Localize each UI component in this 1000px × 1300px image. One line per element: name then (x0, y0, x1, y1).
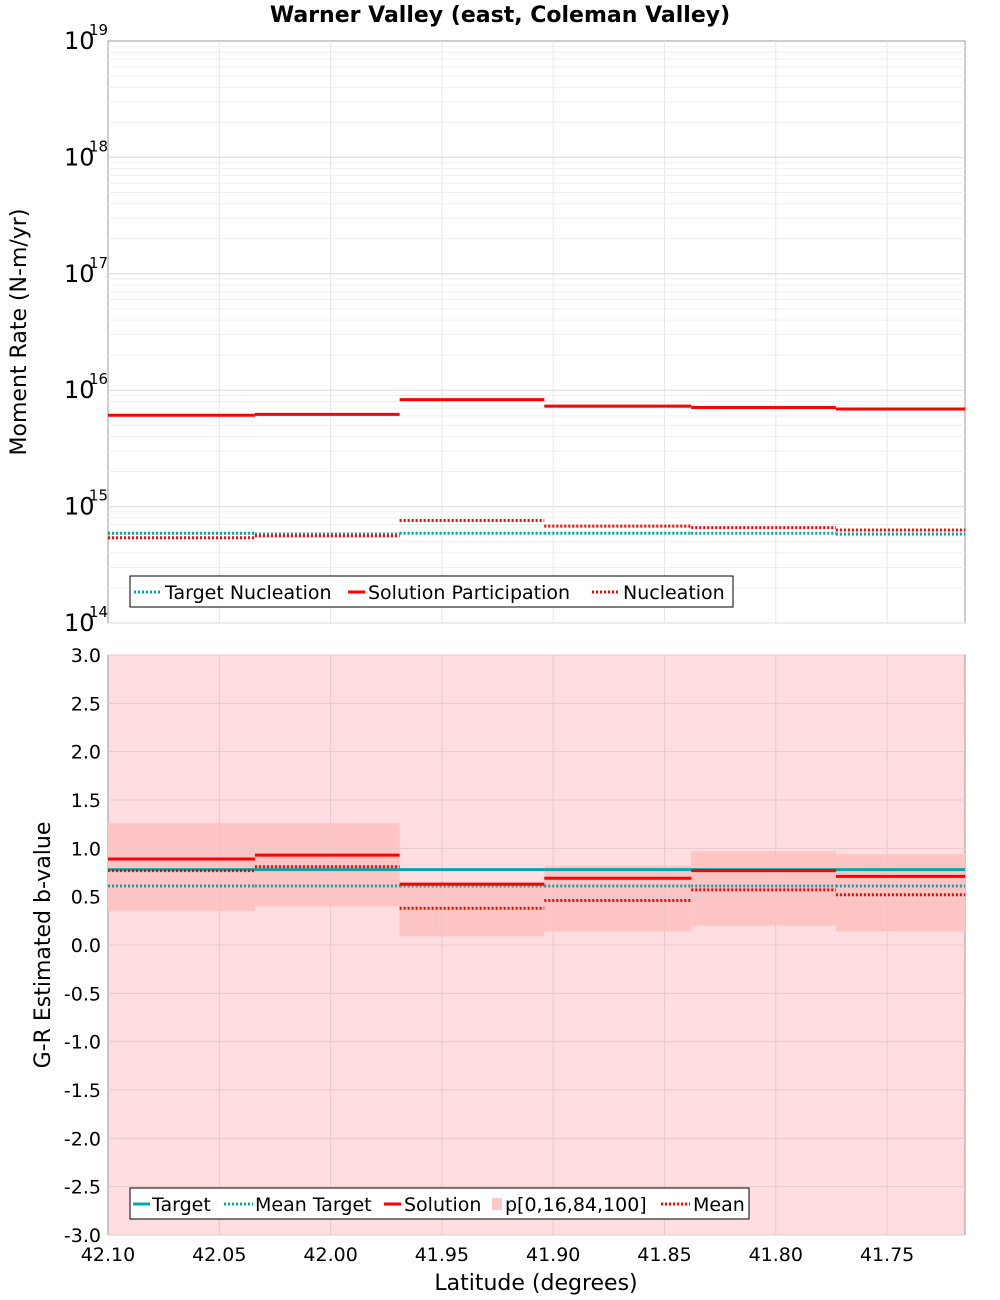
bottom-series (108, 853, 965, 910)
percentile-16-84-band (544, 865, 692, 932)
x-tick-labels: 42.10 42.05 42.00 41.95 41.90 41.85 41.80 41.75 (81, 1244, 914, 1266)
top-y-tick-exponent: 16 (89, 370, 108, 388)
legend-label-target-nucleation: Target Nucleation (164, 582, 332, 604)
percentile-16-84-band (254, 823, 400, 907)
x-tick-label: 41.85 (637, 1244, 691, 1266)
bottom-gridlines (108, 654, 965, 1236)
top-y-tick-exponent: 19 (89, 21, 108, 39)
x-tick-label: 42.05 (192, 1244, 246, 1266)
bottom-y-tick-label: 1.5 (71, 790, 101, 812)
bottom-y-tick-label: 2.5 (71, 693, 101, 715)
top-y-tick-exponent: 15 (89, 487, 108, 505)
top-y-tick-base: 10 (64, 260, 95, 288)
bottom-y-tick-label: -2.5 (64, 1177, 101, 1199)
bottom-y-tick-label: 0.0 (71, 935, 101, 957)
x-axis-label: Latitude (degrees) (434, 1271, 637, 1296)
bottom-y-tick-label: 2.0 (71, 742, 101, 764)
bottom-y-tick-label: 1.0 (71, 838, 101, 860)
chart-title: Warner Valley (east, Coleman Valley) (270, 3, 730, 28)
x-tick-label: 42.00 (303, 1244, 357, 1266)
top-y-tick-base: 10 (64, 609, 95, 637)
bottom-y-tick-label: -1.5 (64, 1080, 101, 1102)
top-y-tick-exponent: 17 (89, 254, 108, 272)
percentile-16-84-band (108, 823, 255, 912)
x-tick-label: 42.10 (81, 1244, 135, 1266)
top-legend: Target Nucleation Solution Participation… (129, 575, 734, 608)
bottom-legend: Target Mean Target Solution p[0,16,84,10… (129, 1187, 750, 1220)
bottom-y-tick-label: -3.0 (64, 1225, 101, 1247)
top-y-tick-exponent: 18 (89, 137, 108, 155)
x-tick-label: 41.75 (860, 1244, 914, 1266)
top-y-tick-exponent: 14 (89, 603, 108, 621)
legend-label-target: Target (151, 1194, 211, 1216)
percentile-16-84-band (399, 885, 545, 937)
bottom-y-axis-label: G-R Estimated b-value (31, 822, 56, 1069)
top-y-axis-label: Moment Rate (N-m/yr) (7, 209, 32, 456)
legend-label-nucleation: Nucleation (623, 582, 725, 604)
legend-label-percentiles: p[0,16,84,100] (505, 1194, 647, 1216)
bottom-y-tick-labels: -3.0 -2.5 -2.0 -1.5 -1.0 -0.5 0.0 0.5 1.0 1.5 2.0 2… (64, 645, 101, 1247)
bottom-y-tick-label: -0.5 (64, 983, 101, 1005)
top-series (108, 398, 965, 540)
top-y-tick-base: 10 (64, 493, 95, 521)
bottom-y-tick-label: 3.0 (71, 645, 101, 667)
bottom-y-tick-label: -1.0 (64, 1032, 101, 1054)
x-tick-label: 41.90 (526, 1244, 580, 1266)
top-legend-box (129, 575, 734, 608)
b-value-panel: -3.0 -2.5 -2.0 -1.5 -1.0 -0.5 0.0 0.5 1.0 1.5 2.0 2… (31, 645, 966, 1296)
bottom-y-tick-label: 0.5 (71, 887, 101, 909)
top-y-tick-base: 10 (64, 143, 95, 171)
x-tick-label: 41.80 (749, 1244, 803, 1266)
legend-label-solution: Solution (404, 1194, 481, 1216)
legend-swatch-percentiles (492, 1198, 502, 1210)
bottom-y-tick-label: -2.0 (64, 1128, 101, 1150)
x-tick-label: 41.95 (415, 1244, 469, 1266)
percentile-16-84-band (835, 854, 965, 932)
top-plot-area (107, 40, 966, 624)
top-y-tick-base: 10 (64, 376, 95, 404)
top-y-tick-base: 10 (64, 27, 95, 55)
legend-label-mean: Mean (693, 1194, 745, 1216)
legend-label-mean-target: Mean Target (255, 1194, 372, 1216)
legend-label-solution-participation: Solution Participation (368, 582, 570, 604)
